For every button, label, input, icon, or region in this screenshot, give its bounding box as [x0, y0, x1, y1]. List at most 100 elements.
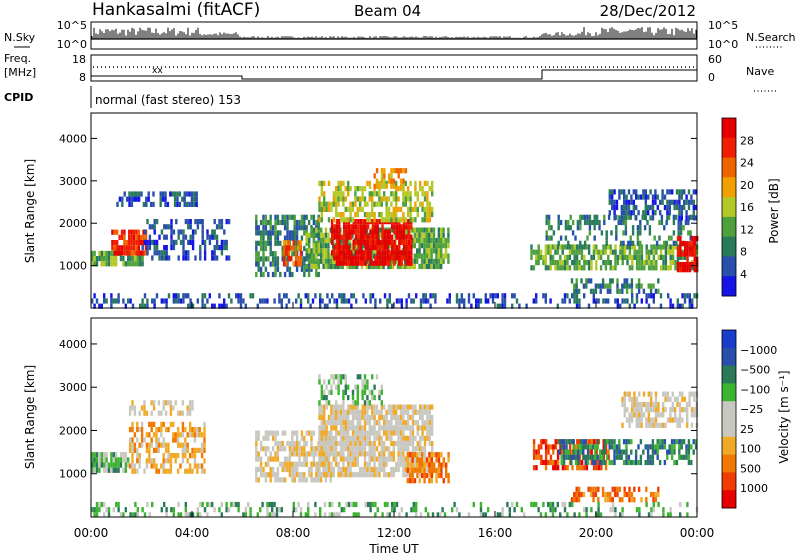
power-cell	[118, 196, 122, 202]
power-cell	[257, 261, 260, 267]
velocity-cell	[196, 507, 199, 513]
velocity-cell	[374, 501, 377, 508]
velocity-cell	[416, 452, 419, 458]
velocity-cell	[607, 449, 610, 455]
velocity-cell	[323, 466, 326, 473]
power-cell	[170, 219, 173, 225]
power-cell	[143, 293, 147, 299]
power-cell	[618, 288, 622, 294]
power-cell	[335, 191, 338, 197]
velocity-ytick-label: 1000	[59, 468, 87, 481]
velocity-cell	[692, 449, 695, 455]
power-cell	[130, 245, 133, 251]
velocity-cell	[269, 466, 272, 473]
power-cell	[682, 225, 685, 231]
velocity-cell	[515, 501, 519, 508]
power-cell	[615, 225, 618, 231]
power-cell	[318, 206, 321, 212]
power-cell	[586, 219, 589, 226]
power-cell	[398, 298, 401, 304]
velocity-cell	[366, 400, 369, 406]
velocity-cell	[608, 444, 611, 450]
velocity-cell	[300, 472, 304, 478]
power-cell	[416, 232, 419, 238]
power-cell	[139, 303, 142, 309]
velocity-cell	[344, 446, 347, 452]
velocity-cell	[310, 477, 313, 483]
power-cell	[132, 240, 136, 246]
velocity-cell	[375, 374, 379, 380]
power-cell	[383, 173, 386, 179]
velocity-cell	[633, 407, 636, 413]
velocity-cell	[186, 468, 189, 474]
power-cell	[310, 263, 313, 270]
power-cell	[677, 230, 680, 236]
velocity-cell	[392, 466, 395, 473]
power-cell	[600, 230, 604, 236]
velocity-cell	[274, 440, 277, 447]
power-cell	[155, 250, 159, 256]
power-cell	[110, 293, 113, 299]
power-cell	[375, 248, 378, 254]
velocity-cell	[292, 501, 295, 508]
power-cell	[404, 168, 408, 174]
power-cell	[422, 298, 425, 304]
power-cell	[569, 214, 572, 220]
power-cell	[695, 215, 698, 221]
velocity-cell	[188, 468, 192, 474]
velocity-cell	[342, 404, 345, 410]
power-cell	[93, 261, 96, 267]
velocity-cell	[479, 507, 483, 513]
velocity-cell	[431, 425, 434, 431]
power-cell	[146, 303, 149, 309]
power-cell	[402, 178, 405, 184]
velocity-cell	[269, 451, 272, 457]
power-cell	[354, 219, 358, 225]
velocity-cell	[584, 459, 587, 466]
velocity-cell	[164, 458, 168, 464]
power-cell	[651, 215, 655, 221]
power-cell	[347, 260, 351, 266]
power-cell	[390, 239, 394, 245]
velocity-cell	[354, 451, 357, 457]
power-cell	[132, 250, 136, 256]
power-cell	[299, 255, 303, 261]
velocity-cell	[143, 437, 146, 443]
power-cell	[203, 255, 207, 261]
power-cell	[193, 196, 196, 202]
power-cell	[545, 230, 548, 236]
velocity-cell	[646, 444, 650, 450]
power-cell	[125, 245, 128, 251]
velocity-cell	[671, 391, 674, 397]
power-cell	[293, 225, 296, 231]
power-cell	[373, 201, 376, 207]
power-cell	[557, 219, 560, 226]
power-cell	[496, 293, 499, 299]
velocity-cell	[604, 497, 607, 503]
velocity-cell	[616, 491, 619, 498]
power-cell	[374, 234, 377, 240]
power-cell	[649, 189, 652, 195]
velocity-cell	[293, 461, 296, 467]
velocity-cell	[107, 467, 111, 473]
power-cell	[420, 227, 424, 233]
velocity-cell	[259, 461, 263, 467]
velocity-cell	[544, 444, 548, 450]
power-cell	[410, 239, 413, 245]
velocity-cell	[138, 463, 141, 469]
velocity-cell	[131, 400, 134, 406]
power-cell	[587, 260, 591, 266]
velocity-cell	[626, 407, 629, 413]
power-cell	[518, 303, 521, 309]
velocity-cell	[337, 430, 340, 436]
power-cell	[428, 217, 431, 223]
power-cell	[487, 298, 490, 304]
power-cell	[319, 293, 322, 299]
power-cell	[322, 263, 325, 270]
power-cell	[421, 186, 424, 192]
velocity-cell	[124, 507, 127, 513]
velocity-cell	[255, 435, 258, 441]
power-cell	[359, 196, 362, 202]
velocity-cell	[318, 374, 321, 380]
velocity-cell	[293, 451, 296, 457]
